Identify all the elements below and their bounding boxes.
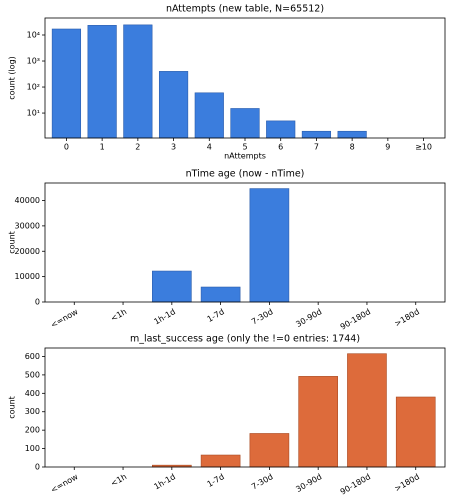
x-tick-label: 30-90d xyxy=(294,472,323,494)
x-tick-label: 3 xyxy=(171,143,176,152)
x-tick-label: <=now xyxy=(49,307,80,330)
x-axis-label: nAttempts xyxy=(224,152,266,161)
x-tick-label: ≥10 xyxy=(415,143,432,152)
y-axis-label: count xyxy=(8,396,17,419)
x-tick-label: 1h-1d xyxy=(152,472,177,491)
bar xyxy=(347,353,387,468)
x-tick-label: 7 xyxy=(314,143,319,152)
chart-title: m_last_success age (only the !=0 entries… xyxy=(130,334,360,345)
y-axis-label: count (log) xyxy=(8,56,17,100)
y-tick-label: 400 xyxy=(25,389,40,398)
x-tick-label: <1h xyxy=(109,307,128,323)
x-tick-label: 5 xyxy=(242,143,247,152)
x-tick-label: 7-30d xyxy=(250,472,275,491)
x-tick-label: 0 xyxy=(64,143,69,152)
y-axis-label: count xyxy=(8,231,17,254)
y-tick-label: 10000 xyxy=(15,272,40,281)
bar xyxy=(395,396,436,468)
bar xyxy=(152,270,192,303)
bar xyxy=(200,286,241,303)
x-tick-label: >180d xyxy=(393,307,421,328)
bar xyxy=(249,188,290,303)
x-tick-label: 7-30d xyxy=(250,307,275,326)
x-tick-label: 9 xyxy=(385,143,390,152)
y-tick-label: 10⁴ xyxy=(27,30,40,39)
x-tick-label: 1-7d xyxy=(206,472,226,489)
y-tick-label: 30000 xyxy=(15,221,40,230)
x-tick-label: 4 xyxy=(207,143,212,152)
x-tick-label: 2 xyxy=(135,143,140,152)
y-tick-label: 200 xyxy=(25,426,40,435)
y-tick-label: 500 xyxy=(25,370,40,379)
bar xyxy=(194,92,224,139)
bar xyxy=(51,28,82,139)
y-tick-label: 0 xyxy=(35,298,40,307)
y-tick-label: 10² xyxy=(27,83,40,92)
bar xyxy=(230,108,260,139)
bar xyxy=(123,24,153,139)
x-tick-label: 90-180d xyxy=(339,472,372,497)
y-tick-label: 600 xyxy=(25,352,40,361)
bar xyxy=(249,433,290,468)
x-tick-label: 8 xyxy=(350,143,355,152)
bar xyxy=(87,25,117,139)
axes-frame xyxy=(44,17,446,139)
y-tick-label: 20000 xyxy=(15,247,40,256)
y-tick-label: 10³ xyxy=(27,57,40,66)
bar xyxy=(301,130,332,139)
bar xyxy=(298,376,338,468)
chart-title: nTime age (now - nTime) xyxy=(186,169,305,180)
x-tick-label: 1-7d xyxy=(206,307,226,324)
y-tick-label: 0 xyxy=(35,463,40,472)
x-tick-label: 90-180d xyxy=(339,307,372,332)
y-tick-label: 100 xyxy=(25,444,40,453)
bar xyxy=(266,120,296,139)
chart-title: nAttempts (new table, N=65512) xyxy=(166,4,324,15)
x-tick-label: 1h-1d xyxy=(152,307,177,326)
bar xyxy=(337,130,367,139)
y-tick-label: 300 xyxy=(25,407,40,416)
axes-frame xyxy=(44,182,446,303)
x-tick-label: 1 xyxy=(100,143,105,152)
x-tick-label: >180d xyxy=(393,472,421,493)
x-tick-label: 30-90d xyxy=(294,307,323,329)
x-tick-label: <=now xyxy=(49,472,80,495)
bar xyxy=(200,454,241,468)
y-tick-label: 40000 xyxy=(15,196,40,205)
bar xyxy=(158,71,189,139)
x-tick-label: 6 xyxy=(278,143,283,152)
axes-frame xyxy=(44,347,446,468)
y-tick-label: 10¹ xyxy=(27,109,40,118)
x-tick-label: <1h xyxy=(109,472,128,488)
